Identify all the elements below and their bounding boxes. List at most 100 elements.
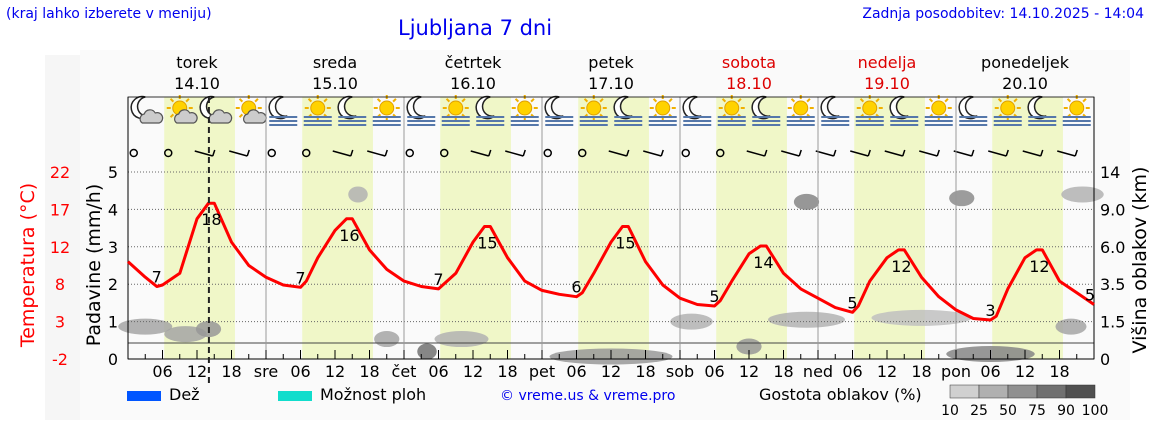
precip-tick-label: 1 bbox=[108, 313, 118, 332]
temp-max-label: 15 bbox=[615, 234, 635, 253]
wind-barb-icon bbox=[608, 150, 627, 157]
cloud-icon bbox=[174, 109, 198, 124]
calm-wind-icon bbox=[716, 148, 725, 158]
day-name: petek bbox=[588, 53, 634, 72]
calm-wind-icon bbox=[681, 148, 690, 158]
cloud-patch bbox=[768, 311, 845, 328]
temp-axis-label: Temperatura (°C) bbox=[17, 183, 39, 348]
density-tick-label: 75 bbox=[1028, 403, 1046, 419]
x-tick-label: ned bbox=[803, 362, 833, 381]
precip-tick-label: 2 bbox=[108, 275, 118, 294]
wind-barb-icon bbox=[332, 150, 351, 157]
cloud-patch bbox=[670, 313, 713, 330]
cloud-icon bbox=[139, 109, 164, 124]
wind-barb-icon bbox=[746, 150, 765, 157]
temp-tick-label: 22 bbox=[50, 163, 70, 182]
temp-tick-label: 17 bbox=[50, 200, 70, 219]
temp-max-label: 12 bbox=[1029, 257, 1049, 276]
calm-wind-icon bbox=[267, 148, 276, 158]
wind-barb-icon bbox=[833, 149, 837, 157]
temp-min-label: 5 bbox=[709, 287, 719, 306]
x-tick-label: 06 bbox=[842, 362, 862, 381]
cloud-height-tick-label: 0 bbox=[1100, 350, 1110, 369]
wind-barb-icon bbox=[850, 150, 869, 157]
density-swatch bbox=[1036, 384, 1067, 399]
cloud-height-tick-label: 1.5 bbox=[1100, 313, 1125, 332]
wind-barb-icon bbox=[971, 149, 975, 157]
wind-barb-icon bbox=[212, 149, 216, 157]
x-tick-label: 12 bbox=[463, 362, 483, 381]
credit-link[interactable]: © vreme.us & vreme.pro bbox=[500, 388, 676, 404]
x-tick-label: 06 bbox=[428, 362, 448, 381]
x-tick-label: 06 bbox=[566, 362, 586, 381]
cloud-height-tick-label: 14 bbox=[1100, 163, 1120, 182]
x-tick-label: 12 bbox=[601, 362, 621, 381]
temp-min-label: 7 bbox=[295, 268, 305, 287]
sun-icon bbox=[925, 95, 952, 121]
day-date: 17.10 bbox=[588, 74, 634, 93]
temp-max-label: 15 bbox=[477, 234, 497, 253]
x-tick-label: 06 bbox=[290, 362, 310, 381]
sun-icon bbox=[856, 95, 883, 121]
day-name: sobota bbox=[722, 53, 776, 72]
wind-barb-icon bbox=[867, 149, 871, 157]
cloud-height-tick-label: 3.5 bbox=[1100, 275, 1125, 294]
day-name: sreda bbox=[313, 53, 357, 72]
x-tick-label: 18 bbox=[497, 362, 517, 381]
menu-hint: (kraj lahko izberete v meniju) bbox=[6, 6, 212, 22]
wind-barb-icon bbox=[764, 149, 768, 157]
wind-barb-icon bbox=[902, 149, 906, 157]
density-swatch bbox=[1007, 384, 1038, 399]
wind-barb-icon bbox=[367, 150, 386, 157]
calm-wind-icon bbox=[302, 148, 311, 158]
daylight-band bbox=[992, 97, 1063, 359]
temp-tick-label: 8 bbox=[55, 275, 65, 294]
day-name: torek bbox=[176, 53, 218, 72]
wind-barb-icon bbox=[1022, 150, 1041, 157]
x-tick-label: sre bbox=[254, 362, 278, 381]
cloud-patch bbox=[417, 343, 437, 360]
x-tick-label: 18 bbox=[359, 362, 379, 381]
calm-wind-icon bbox=[578, 148, 587, 158]
calm-wind-icon bbox=[405, 148, 414, 158]
calm-wind-icon bbox=[543, 148, 552, 158]
calm-wind-icon bbox=[440, 148, 449, 158]
wind-barb-icon bbox=[522, 149, 526, 157]
wind-barb-icon bbox=[953, 150, 972, 157]
legend-showers: Možnost ploh bbox=[278, 385, 426, 404]
x-tick-label: 18 bbox=[773, 362, 793, 381]
day-date: 20.10 bbox=[1002, 74, 1048, 93]
wind-barb-icon bbox=[626, 149, 630, 157]
x-tick-label: 12 bbox=[1015, 362, 1035, 381]
x-tick-label: 12 bbox=[325, 362, 345, 381]
x-tick-label: 12 bbox=[739, 362, 759, 381]
temp-max-label: 16 bbox=[339, 226, 359, 245]
cloud-patch bbox=[793, 193, 820, 210]
shower-label: Možnost ploh bbox=[320, 385, 427, 404]
wind-barb-icon bbox=[350, 149, 354, 157]
cloud-patch bbox=[374, 331, 400, 348]
x-tick-label: 18 bbox=[635, 362, 655, 381]
cloud-patch bbox=[949, 190, 975, 207]
x-tick-label: 12 bbox=[877, 362, 897, 381]
day-date: 18.10 bbox=[726, 74, 772, 93]
wind-barb-icon bbox=[884, 150, 903, 157]
day-date: 14.10 bbox=[174, 74, 220, 93]
x-tick-label: čet bbox=[392, 362, 417, 381]
last-updated: Zadnja posodobitev: 14.10.2025 - 14:04 bbox=[862, 6, 1144, 22]
cloud-height-tick-label: 9.0 bbox=[1100, 200, 1125, 219]
wind-barb-icon bbox=[505, 150, 524, 157]
wind-barb-icon bbox=[988, 150, 1007, 157]
x-tick-label: 06 bbox=[704, 362, 724, 381]
sun-icon bbox=[718, 95, 745, 121]
temp-min-label: 7 bbox=[433, 270, 443, 289]
wind-barb-icon bbox=[1057, 150, 1076, 157]
day-date: 19.10 bbox=[864, 74, 910, 93]
wind-barb-icon bbox=[643, 150, 662, 157]
sun-icon bbox=[649, 95, 676, 121]
temp-axis-panel bbox=[45, 55, 80, 420]
daylight-band bbox=[440, 97, 511, 359]
temp-max-label: 12 bbox=[891, 257, 911, 276]
wind-barb-icon bbox=[488, 149, 492, 157]
